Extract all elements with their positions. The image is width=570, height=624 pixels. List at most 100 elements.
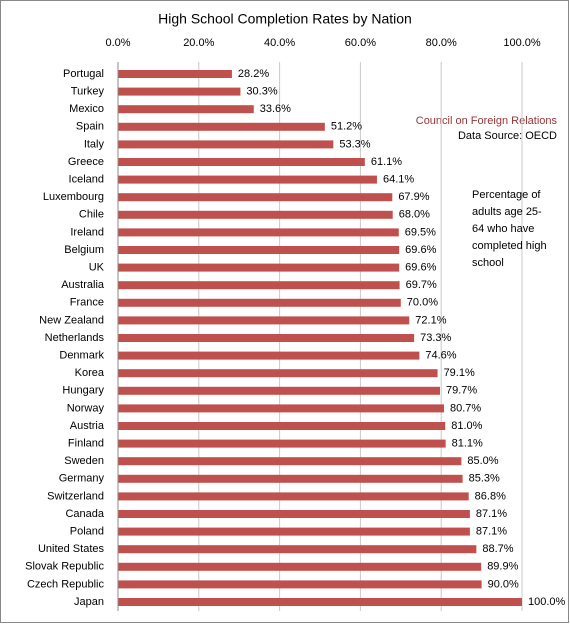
bar	[118, 193, 393, 202]
y-tick-label: Denmark	[59, 350, 104, 362]
value-label: 69.7%	[406, 279, 437, 291]
bar	[118, 263, 400, 272]
bar	[118, 527, 470, 536]
x-tick-label: 80.0%	[426, 37, 457, 49]
bar	[118, 210, 393, 219]
bar	[118, 474, 463, 483]
y-tick-label: Luxembourg	[43, 191, 104, 203]
y-tick-label: Switzerland	[47, 490, 104, 502]
bar	[118, 316, 410, 325]
y-tick-label: UK	[89, 262, 105, 274]
bar	[118, 492, 469, 501]
bar	[118, 422, 446, 430]
chart-title: High School Completion Rates by Nation	[158, 11, 412, 27]
value-label: 79.7%	[446, 385, 477, 397]
y-tick-label: Austria	[70, 420, 105, 432]
value-label: 85.3%	[469, 473, 500, 485]
bar	[118, 228, 399, 237]
bar	[118, 334, 415, 342]
bar	[118, 140, 334, 149]
y-tick-label: France	[70, 297, 104, 309]
y-tick-label: Germany	[59, 473, 105, 485]
note-line: 64 who have	[472, 223, 534, 235]
y-tick-label: Norway	[67, 402, 105, 414]
value-label: 72.1%	[415, 314, 446, 326]
bar	[118, 562, 482, 571]
y-tick-label: Ireland	[70, 226, 104, 238]
value-label: 51.2%	[331, 121, 362, 133]
value-label: 61.1%	[371, 156, 402, 168]
y-tick-label: Chile	[79, 209, 104, 221]
value-label: 79.1%	[444, 367, 475, 379]
bar	[118, 369, 438, 378]
bar	[118, 298, 401, 307]
y-tick-label: Iceland	[69, 174, 104, 186]
source-org: Council on Foreign Relations	[416, 115, 558, 127]
note-line: school	[472, 257, 504, 269]
value-label: 53.3%	[339, 138, 370, 150]
value-label: 69.5%	[405, 226, 436, 238]
value-label: 80.7%	[450, 402, 481, 414]
y-tick-label: Canada	[65, 508, 104, 520]
y-tick-label: Finland	[68, 438, 104, 450]
y-tick-label: Sweden	[64, 455, 104, 467]
bar	[118, 246, 400, 254]
value-label: 90.0%	[488, 578, 519, 590]
x-tick-label: 20.0%	[183, 37, 214, 49]
value-label: 69.6%	[405, 262, 436, 274]
y-tick-label: Poland	[70, 526, 104, 538]
bar	[118, 386, 440, 395]
value-label: 70.0%	[407, 297, 438, 309]
bar	[118, 457, 462, 466]
value-label: 69.6%	[405, 244, 436, 256]
value-label: 68.0%	[399, 209, 430, 221]
bar	[118, 175, 377, 184]
y-tick-label: Belgium	[64, 244, 104, 256]
value-label: 64.1%	[383, 174, 414, 186]
bar	[118, 545, 477, 554]
bar	[118, 404, 445, 413]
value-label: 73.3%	[420, 332, 451, 344]
value-label: 81.0%	[451, 420, 482, 432]
x-tick-label: 0.0%	[105, 37, 130, 49]
note-line: Percentage of	[472, 189, 541, 201]
bar	[118, 580, 482, 589]
y-tick-label: Slovak Republic	[25, 561, 104, 573]
value-label: 74.6%	[425, 350, 456, 362]
value-label: 100.0%	[528, 596, 566, 608]
value-label: 87.1%	[476, 508, 507, 520]
y-tick-label: United States	[38, 543, 105, 555]
value-label: 88.7%	[482, 543, 513, 555]
y-tick-label: Korea	[75, 367, 105, 379]
value-label: 89.9%	[487, 561, 518, 573]
value-label: 67.9%	[398, 191, 429, 203]
y-tick-label: Hungary	[62, 385, 104, 397]
x-tick-label: 60.0%	[345, 37, 376, 49]
y-tick-label: Japan	[74, 596, 104, 608]
x-tick-label: 40.0%	[264, 37, 295, 49]
value-label: 33.6%	[260, 103, 291, 115]
bar	[118, 598, 522, 606]
bar	[118, 351, 420, 360]
y-tick-label: Greece	[68, 156, 104, 168]
y-tick-label: Australia	[61, 279, 105, 291]
value-label: 81.1%	[452, 438, 483, 450]
value-label: 87.1%	[476, 526, 507, 538]
value-label: 30.3%	[246, 86, 277, 98]
y-tick-label: Portugal	[63, 68, 104, 80]
note-line: adults age 25-	[472, 206, 542, 218]
bar	[118, 87, 241, 96]
y-tick-label: Czech Republic	[27, 578, 105, 590]
bar	[118, 158, 365, 166]
y-tick-label: Netherlands	[45, 332, 105, 344]
x-tick-label: 100.0%	[503, 37, 541, 49]
bar	[118, 439, 446, 448]
y-tick-label: Italy	[84, 138, 105, 150]
value-label: 85.0%	[467, 455, 498, 467]
bar	[118, 105, 254, 114]
note-line: completed high	[472, 240, 547, 252]
source: Data Source: OECD	[458, 130, 557, 142]
y-tick-label: New Zealand	[39, 314, 104, 326]
